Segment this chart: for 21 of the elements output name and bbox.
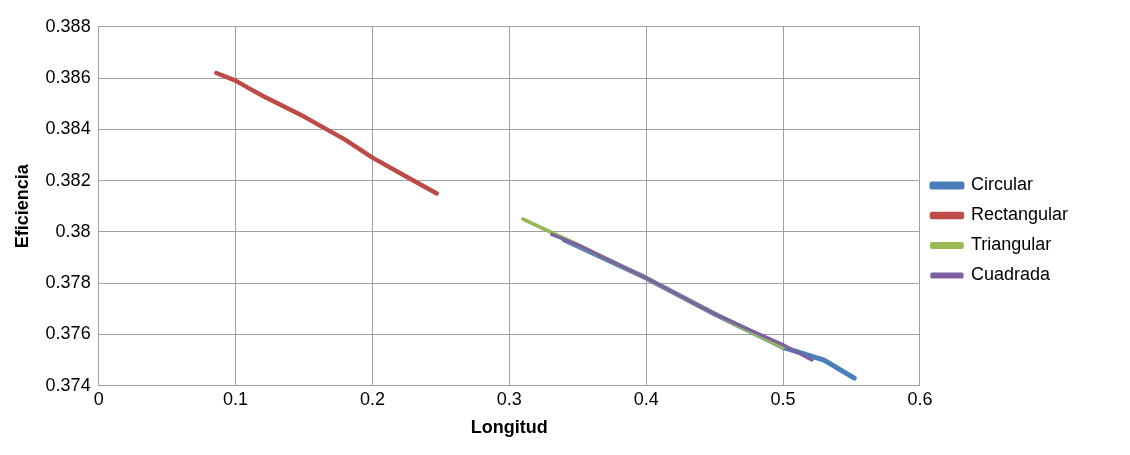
legend-label: Triangular xyxy=(970,234,1052,255)
y-tick-label: 0.384 xyxy=(45,118,91,139)
legend-label: Rectangular xyxy=(970,204,1069,225)
x-tick-label: 0 xyxy=(93,388,104,409)
y-tick-label: 0.382 xyxy=(45,169,91,190)
x-tick-label: 0.3 xyxy=(496,388,522,409)
x-axis-title: Longitud xyxy=(470,417,548,438)
x-tick-label: 0.5 xyxy=(770,388,796,409)
x-tick-label: 0.1 xyxy=(223,388,249,409)
legend-label: Cuadrada xyxy=(970,264,1051,285)
x-tick-label: 0.4 xyxy=(633,388,659,409)
y-tick-label: 0.38 xyxy=(55,220,91,241)
y-tick-label: 0.376 xyxy=(45,323,91,344)
y-tick-label: 0.386 xyxy=(45,67,91,88)
y-tick-label: 0.388 xyxy=(45,15,91,36)
y-tick-label: 0.378 xyxy=(45,272,91,293)
y-axis-title: Eficiencia xyxy=(11,163,32,249)
x-tick-label: 0.2 xyxy=(359,388,385,409)
x-tick-label: 0.6 xyxy=(907,388,933,409)
legend-label: Circular xyxy=(970,174,1033,195)
y-tick-label: 0.374 xyxy=(45,374,91,395)
